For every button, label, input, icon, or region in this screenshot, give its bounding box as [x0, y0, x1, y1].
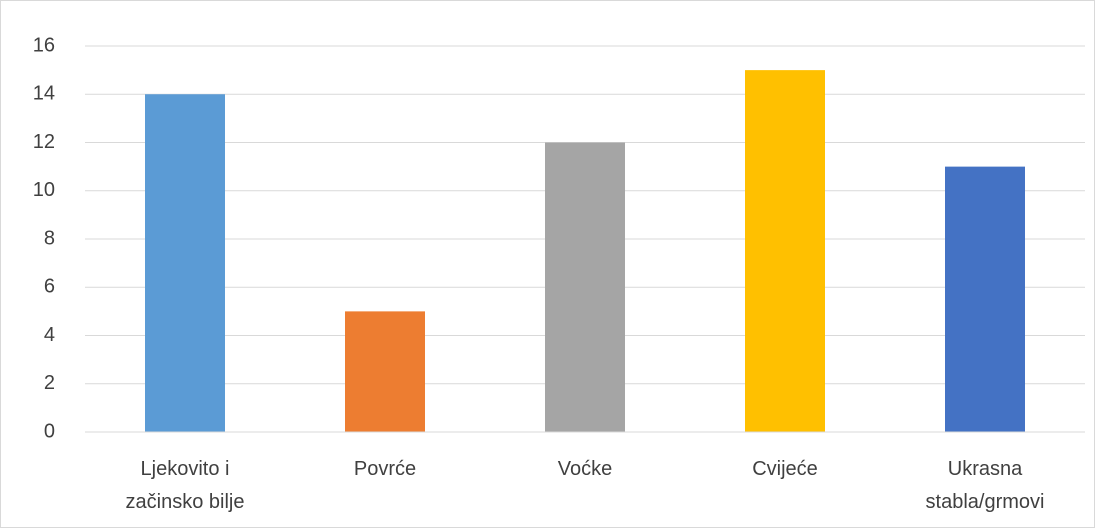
y-tick-label: 14	[33, 83, 55, 105]
y-tick-label: 4	[44, 324, 55, 346]
bar	[345, 311, 425, 432]
y-tick-label: 6	[44, 276, 55, 298]
bar	[545, 142, 625, 432]
y-tick-label: 2	[44, 372, 55, 394]
y-tick-label: 16	[33, 34, 55, 56]
y-tick-label: 12	[33, 131, 55, 153]
x-tick-label: Cvijeće	[752, 458, 818, 480]
y-tick-label: 0	[44, 420, 55, 442]
x-tick-label: Ukrasna stabla/grmovi	[926, 458, 1045, 513]
x-tick-label: Ljekovito i začinsko bilje	[126, 458, 245, 513]
x-tick-label: Voćke	[558, 458, 612, 480]
y-tick-label: 8	[44, 227, 55, 249]
bar	[945, 166, 1025, 432]
y-tick-label: 10	[33, 179, 55, 201]
bar	[745, 70, 825, 432]
x-tick-label: Povrće	[354, 458, 416, 480]
bar	[145, 94, 225, 432]
